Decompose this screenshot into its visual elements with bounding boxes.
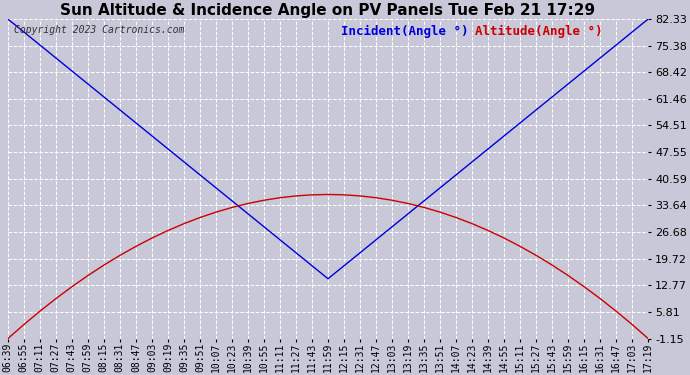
- Text: Incident(Angle °): Incident(Angle °): [341, 26, 469, 38]
- Text: Altitude(Angle °): Altitude(Angle °): [475, 26, 603, 38]
- Title: Sun Altitude & Incidence Angle on PV Panels Tue Feb 21 17:29: Sun Altitude & Incidence Angle on PV Pan…: [61, 3, 595, 18]
- Text: Copyright 2023 Cartronics.com: Copyright 2023 Cartronics.com: [14, 26, 184, 35]
